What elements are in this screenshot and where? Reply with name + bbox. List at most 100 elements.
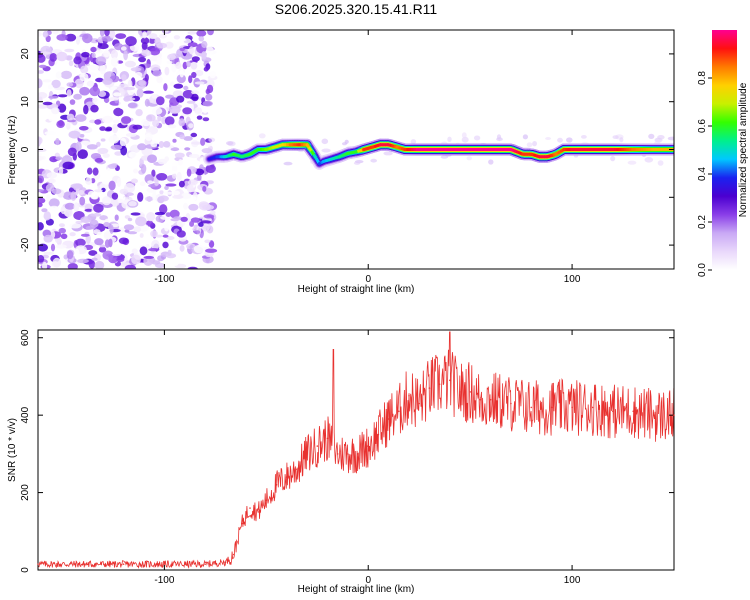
noise-blob [38, 104, 48, 109]
snr-x-label: Height of straight line (km) [298, 584, 415, 595]
noise-blob [627, 160, 637, 165]
noise-blob [166, 236, 175, 240]
noise-blob [152, 119, 160, 127]
noise-blob [195, 70, 204, 77]
noise-blob [202, 106, 208, 114]
noise-blob [172, 261, 179, 267]
snr-data-point [438, 383, 441, 386]
noise-blob [154, 181, 159, 186]
noise-blob [69, 232, 76, 237]
noise-blob [158, 141, 165, 148]
ridge-point [538, 155, 541, 159]
ridge-point [489, 148, 492, 151]
snr-data-point [632, 410, 634, 413]
noise-blob [83, 43, 91, 49]
noise-blob [190, 62, 198, 70]
noise-blob [88, 250, 98, 256]
y-tick-label: 0 [20, 567, 31, 573]
y-tick-label: 20 [20, 48, 31, 60]
noise-blob [44, 131, 57, 136]
noise-blob [156, 57, 162, 66]
noise-blob [179, 47, 185, 52]
noise-blob [151, 169, 156, 177]
snr-data-point [459, 391, 461, 393]
noise-blob [139, 246, 148, 256]
noise-blob [209, 71, 217, 79]
noise-blob [38, 137, 41, 147]
noise-blob [68, 130, 81, 139]
snr-data-point [398, 410, 400, 413]
noise-blob [95, 56, 107, 66]
snr-data-point [612, 410, 614, 413]
noise-blob [121, 74, 127, 82]
noise-blob [137, 192, 144, 202]
noise-blob [123, 96, 131, 102]
noise-blob [38, 255, 45, 263]
noise-blob [132, 124, 143, 130]
noise-blob [202, 100, 213, 107]
noise-blob [90, 46, 97, 53]
noise-blob [90, 153, 102, 160]
noise-blob [119, 137, 127, 147]
noise-blob [168, 105, 181, 114]
snr-data-point [510, 402, 512, 405]
noise-blob [103, 50, 111, 58]
noise-blob [150, 64, 161, 72]
ridge-point [256, 148, 260, 151]
snr-data-point [249, 507, 251, 509]
noise-blob [45, 183, 55, 192]
noise-blob [70, 183, 83, 189]
noise-blob [56, 120, 65, 128]
noise-blob [526, 142, 533, 148]
noise-blob [135, 109, 143, 117]
noise-blob [43, 251, 55, 255]
ridge-point [468, 148, 472, 151]
noise-blob [545, 137, 552, 140]
noise-blob [612, 135, 619, 140]
noise-blob [109, 224, 114, 234]
noise-blob [190, 217, 201, 223]
noise-blob [110, 49, 118, 60]
noise-blob [187, 179, 198, 186]
noise-blob [80, 65, 89, 74]
noise-blob [125, 132, 137, 137]
noise-blob [165, 94, 174, 99]
noise-blob [69, 223, 82, 229]
snr-data-point [82, 563, 84, 565]
noise-blob [194, 107, 203, 114]
noise-blob [383, 151, 393, 156]
noise-blob [133, 168, 139, 174]
noise-blob [86, 144, 98, 150]
noise-blob [73, 202, 80, 212]
noise-blob [208, 240, 215, 248]
noise-blob [201, 223, 210, 232]
noise-blob [113, 107, 124, 117]
noise-blob [179, 134, 186, 140]
snr-data-point [232, 553, 235, 556]
noise-blob [667, 136, 674, 141]
noise-blob [67, 263, 78, 269]
noise-blob [148, 33, 158, 40]
noise-blob [143, 255, 155, 259]
noise-blob [156, 173, 168, 181]
noise-blob [207, 30, 214, 36]
y-tick-label: 200 [20, 484, 31, 501]
ridge-point [387, 143, 391, 147]
noise-blob [176, 95, 185, 103]
noise-blob [195, 168, 205, 176]
noise-blob [410, 139, 417, 145]
noise-blob [180, 256, 186, 263]
noise-blob [79, 72, 89, 82]
noise-blob [38, 31, 42, 37]
ridge-point [264, 148, 268, 151]
ridge-point [521, 152, 525, 156]
noise-blob [111, 252, 122, 256]
noise-blob [51, 79, 61, 89]
colorbar: 0.0 0.2 0.4 0.6 0.8 Normalized spectral ampl… [697, 30, 749, 277]
x-tick-label: 100 [564, 274, 581, 285]
noise-blob [174, 152, 185, 158]
noise-blob [657, 135, 665, 140]
x-tick-label: -100 [154, 274, 174, 285]
ridge-point [215, 155, 219, 159]
noise-blob [179, 69, 184, 78]
